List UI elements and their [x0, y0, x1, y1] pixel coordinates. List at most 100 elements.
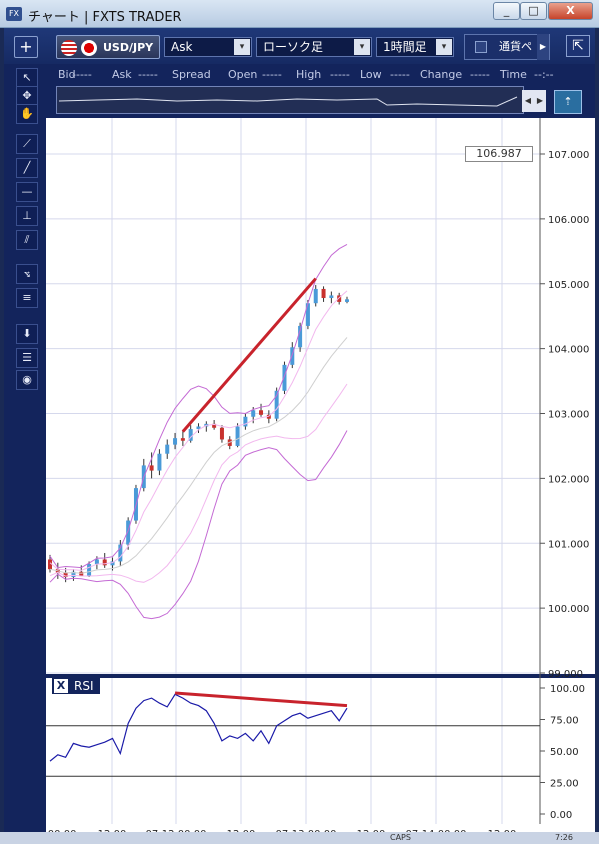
candle-body	[94, 559, 99, 565]
price-type-select[interactable]: Ask ▾	[164, 37, 252, 57]
fibonacci-icon[interactable]: ⦪	[16, 264, 38, 284]
camera-icon[interactable]: ◉	[16, 370, 38, 390]
candle-body	[235, 426, 240, 446]
list-icon[interactable]: ☰	[16, 348, 38, 368]
chart-canvas: 07-11 00:0012:0007-12 00:0012:0007-13 00…	[46, 118, 595, 844]
toolbar-scroll-right-button[interactable]: ▶	[537, 34, 549, 60]
rsi-panel-header: X RSI	[52, 678, 100, 694]
y-tick-label: 107.000	[548, 150, 589, 161]
bollinger-upper-2sigma	[49, 243, 348, 569]
candle-body	[251, 410, 256, 417]
quote-label-time: Time	[500, 68, 527, 81]
candle-body	[87, 564, 92, 576]
drawing-tools-panel: ↖ ✥ ✋ ⟋ ╱ — ⊥ ⫽ ⦪ ≡ ⬇ ☰ ◉	[16, 68, 38, 398]
candle-body	[71, 571, 76, 577]
auto-scroll-button[interactable]: ⇡	[554, 90, 582, 114]
trend-line-icon[interactable]: ⟋	[16, 134, 38, 154]
y-tick-label: 104.000	[548, 345, 589, 356]
candle-body	[102, 559, 107, 566]
candle-body	[79, 571, 84, 576]
quote-label-bid: Bid	[58, 68, 76, 81]
chevron-down-icon: ▾	[436, 39, 452, 55]
candle-body	[243, 416, 248, 427]
bollinger-upper-1sigma	[49, 290, 348, 571]
us-flag-icon	[61, 40, 77, 56]
currency-pair-selector[interactable]: USD/JPY	[56, 35, 160, 59]
candle-body	[305, 303, 310, 326]
candle-body	[298, 325, 303, 348]
line-icon[interactable]: ╱	[16, 158, 38, 178]
quote-value-bid: -----	[72, 68, 92, 81]
select-arrow-icon[interactable]: ↖	[16, 68, 38, 88]
candle-body	[188, 429, 193, 441]
quote-value-high: -----	[330, 68, 350, 81]
rsi-pane-background	[46, 678, 540, 824]
quote-value-ask: -----	[138, 68, 158, 81]
close-icon[interactable]: X	[54, 679, 68, 693]
timeframe-select[interactable]: 1時間足 ▾	[376, 37, 454, 57]
text-lines-icon[interactable]: ≡	[16, 288, 38, 308]
app-icon: FX	[6, 7, 22, 21]
navigator-right-button[interactable]: ▶	[534, 90, 546, 112]
quote-value-time: --:--	[534, 68, 554, 81]
candle-body	[259, 410, 264, 415]
quote-label-ask: Ask	[112, 68, 132, 81]
rsi-line	[49, 693, 348, 762]
candle-body	[110, 561, 115, 566]
candle-body	[173, 438, 178, 445]
bollinger-lower-2sigma	[49, 430, 348, 620]
window-title: チャート | FXTS TRADER	[28, 10, 182, 25]
candle-body	[118, 544, 123, 562]
candle-body	[337, 295, 342, 302]
chart-type-value: ローソク足	[263, 40, 324, 54]
pane-divider	[46, 674, 595, 678]
y-tick-label: 105.000	[548, 280, 589, 291]
horizontal-line-icon[interactable]: —	[16, 182, 38, 202]
bollinger-lower-1sigma	[49, 383, 348, 583]
chart-toolbar: + USD/JPY Ask ▾ ローソク足 ▾ 1時間足 ▾ 通貨ペ ▶ ⇱	[4, 28, 595, 64]
rsi-trend-line	[174, 691, 348, 708]
undock-button[interactable]: ⇱	[566, 35, 590, 57]
crosshair-move-icon[interactable]: ✥	[16, 86, 38, 106]
system-tray: CAPS 7:26	[0, 832, 599, 844]
y-tick-label: 106.000	[548, 215, 589, 226]
caps-indicator: CAPS	[390, 833, 411, 842]
candle-body	[345, 299, 349, 302]
vertical-line-icon[interactable]: ⊥	[16, 206, 38, 226]
rsi-y-tick-label: 100.00	[550, 684, 585, 695]
chart-area[interactable]: 07-11 00:0012:0007-12 00:0012:0007-13 00…	[46, 118, 595, 844]
currency-pair-list-button[interactable]: 通貨ペ	[464, 34, 550, 60]
rsi-title: RSI	[74, 679, 94, 693]
chevron-down-icon: ▾	[354, 39, 370, 55]
parallel-lines-icon[interactable]: ⫽	[16, 230, 38, 250]
candle-body	[63, 572, 68, 577]
candle-body	[321, 288, 326, 299]
add-chart-button[interactable]: +	[14, 36, 38, 58]
candle-body	[165, 444, 170, 454]
navigator-left-button[interactable]: ◀	[522, 90, 534, 112]
candle-body	[180, 438, 185, 441]
price-pane-background	[46, 118, 540, 674]
close-button[interactable]: X	[548, 2, 593, 20]
chart-navigator[interactable]	[56, 86, 524, 114]
candle-body	[313, 288, 318, 304]
price-trend-line	[181, 277, 317, 433]
hand-icon[interactable]: ✋	[16, 104, 38, 124]
download-icon[interactable]: ⬇	[16, 324, 38, 344]
quote-value-change: -----	[470, 68, 490, 81]
axis-background	[540, 118, 595, 844]
chevron-down-icon: ▾	[234, 39, 250, 55]
japan-flag-icon	[81, 40, 97, 56]
price-type-value: Ask	[171, 40, 193, 54]
title-bar: FX チャート | FXTS TRADER _ □ X	[0, 0, 599, 28]
current-price-tag: 106.987	[465, 146, 533, 162]
minimize-button[interactable]: _	[493, 2, 520, 20]
chart-type-select[interactable]: ローソク足 ▾	[256, 37, 372, 57]
checkbox-icon	[475, 41, 487, 53]
candle-body	[329, 295, 334, 299]
y-tick-label: 102.000	[548, 474, 589, 485]
candle-body	[157, 453, 162, 471]
currency-pair-label: USD/JPY	[103, 41, 154, 54]
maximize-button[interactable]: □	[520, 2, 547, 20]
candle-body	[282, 364, 287, 391]
